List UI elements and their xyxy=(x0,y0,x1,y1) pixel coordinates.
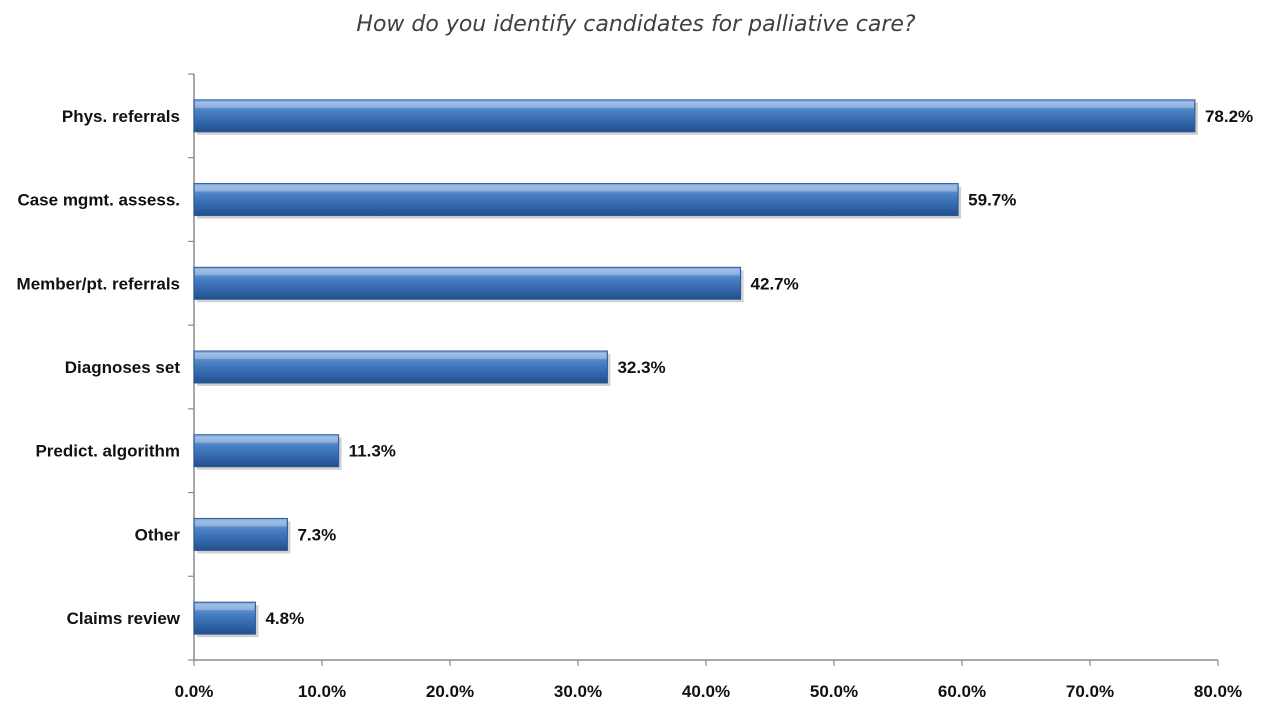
data-label: 59.7% xyxy=(968,191,1016,210)
bar-highlight xyxy=(195,269,740,276)
bar xyxy=(193,350,608,384)
category-label: Diagnoses set xyxy=(65,358,181,377)
x-tick-label: 30.0% xyxy=(554,682,602,701)
bar xyxy=(193,183,959,217)
x-tick-label: 0.0% xyxy=(175,682,214,701)
bar-highlight xyxy=(195,353,607,359)
bar-highlight xyxy=(195,436,338,443)
bar-highlight xyxy=(195,101,1194,108)
bar-group xyxy=(193,350,611,386)
bar-group xyxy=(193,434,342,470)
bar-highlight xyxy=(195,604,255,611)
data-label: 32.3% xyxy=(617,358,665,377)
data-label: 7.3% xyxy=(297,525,336,544)
x-tick-label: 70.0% xyxy=(1066,682,1114,701)
category-label: Phys. referrals xyxy=(62,107,180,126)
category-label: Claims review xyxy=(67,609,181,628)
bar xyxy=(193,99,1196,133)
bar xyxy=(193,517,288,551)
x-tick-label: 40.0% xyxy=(682,682,730,701)
bar xyxy=(193,434,340,468)
bar-group xyxy=(193,183,962,219)
data-label: 78.2% xyxy=(1205,107,1253,126)
bar-group xyxy=(193,99,1198,135)
x-tick-label: 10.0% xyxy=(298,682,346,701)
bars xyxy=(193,99,1198,638)
bar-group xyxy=(193,601,259,638)
category-label: Predict. algorithm xyxy=(35,442,180,461)
category-label: Other xyxy=(135,525,181,544)
bar-group xyxy=(193,266,744,303)
chart-title: How do you identify candidates for palli… xyxy=(356,12,916,37)
x-tick-label: 80.0% xyxy=(1194,682,1242,701)
data-label: 11.3% xyxy=(349,442,396,461)
x-tick-label: 20.0% xyxy=(426,682,474,701)
x-tick-label: 50.0% xyxy=(810,682,858,701)
category-label: Member/pt. referrals xyxy=(17,274,180,293)
data-label: 4.8% xyxy=(265,609,304,628)
bar-group xyxy=(193,517,291,554)
bar-highlight xyxy=(195,185,958,192)
data-label: 42.7% xyxy=(751,274,799,293)
x-tick-label: 60.0% xyxy=(938,682,986,701)
labels: 0.0% 10.0% 20.0% 30.0% 40.0% 50.0% 60.0% 70.0% 8… xyxy=(17,107,1254,701)
category-label: Case mgmt. assess. xyxy=(17,191,180,210)
bar xyxy=(193,266,742,300)
bar-highlight xyxy=(195,520,287,527)
bar xyxy=(193,601,256,635)
